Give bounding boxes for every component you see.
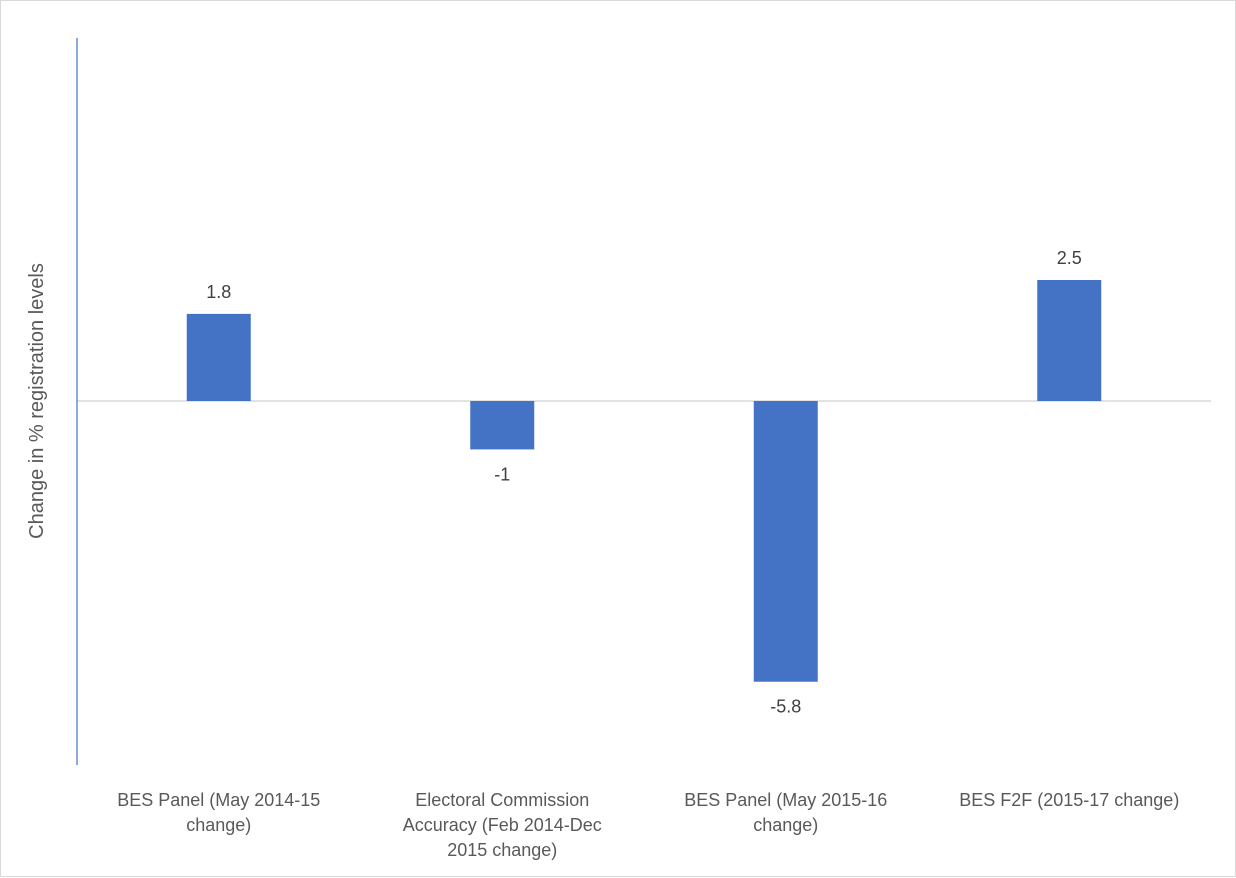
bar-4 <box>1037 280 1102 401</box>
category-label-3: BES Panel (May 2015-16 change) <box>684 790 887 835</box>
category-label-1-line-2: change) <box>186 815 251 835</box>
category-label-1: BES Panel (May 2014-15 change) <box>117 790 320 835</box>
category-label-4: BES F2F (2015-17 change) <box>959 790 1179 810</box>
category-label-4-line-1: BES F2F (2015-17 change) <box>959 790 1179 810</box>
bar-3 <box>753 401 818 682</box>
y-axis-title: Change in % registration levels <box>26 263 48 539</box>
category-label-2-line-3: 2015 change) <box>447 840 557 860</box>
data-label-4: 2.5 <box>1057 248 1082 268</box>
category-label-1-line-1: BES Panel (May 2014-15 <box>117 790 320 810</box>
category-label-2-line-1: Electoral Commission <box>415 790 589 810</box>
data-label-2: -1 <box>494 464 510 484</box>
category-label-2: Electoral Commission Accuracy (Feb 2014-D… <box>403 790 602 860</box>
category-label-2-line-2: Accuracy (Feb 2014-Dec <box>403 815 602 835</box>
bar-2 <box>470 401 535 450</box>
data-label-3: -5.8 <box>770 697 801 717</box>
data-label-1: 1.8 <box>206 282 231 302</box>
category-label-3-line-2: change) <box>753 815 818 835</box>
category-label-3-line-1: BES Panel (May 2015-16 <box>684 790 887 810</box>
bar-1 <box>186 313 251 401</box>
